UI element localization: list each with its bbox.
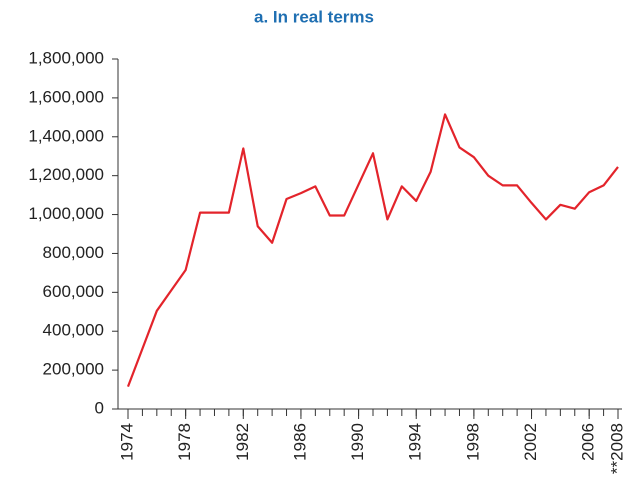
x-tick-label: 1994 [406,423,425,461]
y-tick-label: 600,000 [43,282,104,301]
x-tick-label: 1982 [233,423,252,461]
x-tick-label: 1978 [175,423,194,461]
y-tick-label: 1,200,000 [28,165,104,184]
y-tick-label: 1,600,000 [28,87,104,106]
y-tick-label: 1,000,000 [28,204,104,223]
y-tick-label: 1,400,000 [28,126,104,145]
x-tick-label: **2008 [607,423,626,474]
x-tick-label: 1974 [117,423,136,461]
y-tick-label: 1,800,000 [28,48,104,67]
x-tick-label: 1990 [348,423,367,461]
chart-title: a. In real terms [254,7,374,26]
y-tick-label: 0 [95,398,104,417]
data-line [126,113,619,388]
y-tick-label: 200,000 [43,360,104,379]
y-tick-label: 400,000 [43,321,104,340]
x-tick-label: 2002 [521,423,540,461]
x-tick-label: 1998 [463,423,482,461]
x-tick-label: 1986 [290,423,309,461]
x-tick-label: 2006 [579,423,598,461]
y-tick-label: 800,000 [43,243,104,262]
